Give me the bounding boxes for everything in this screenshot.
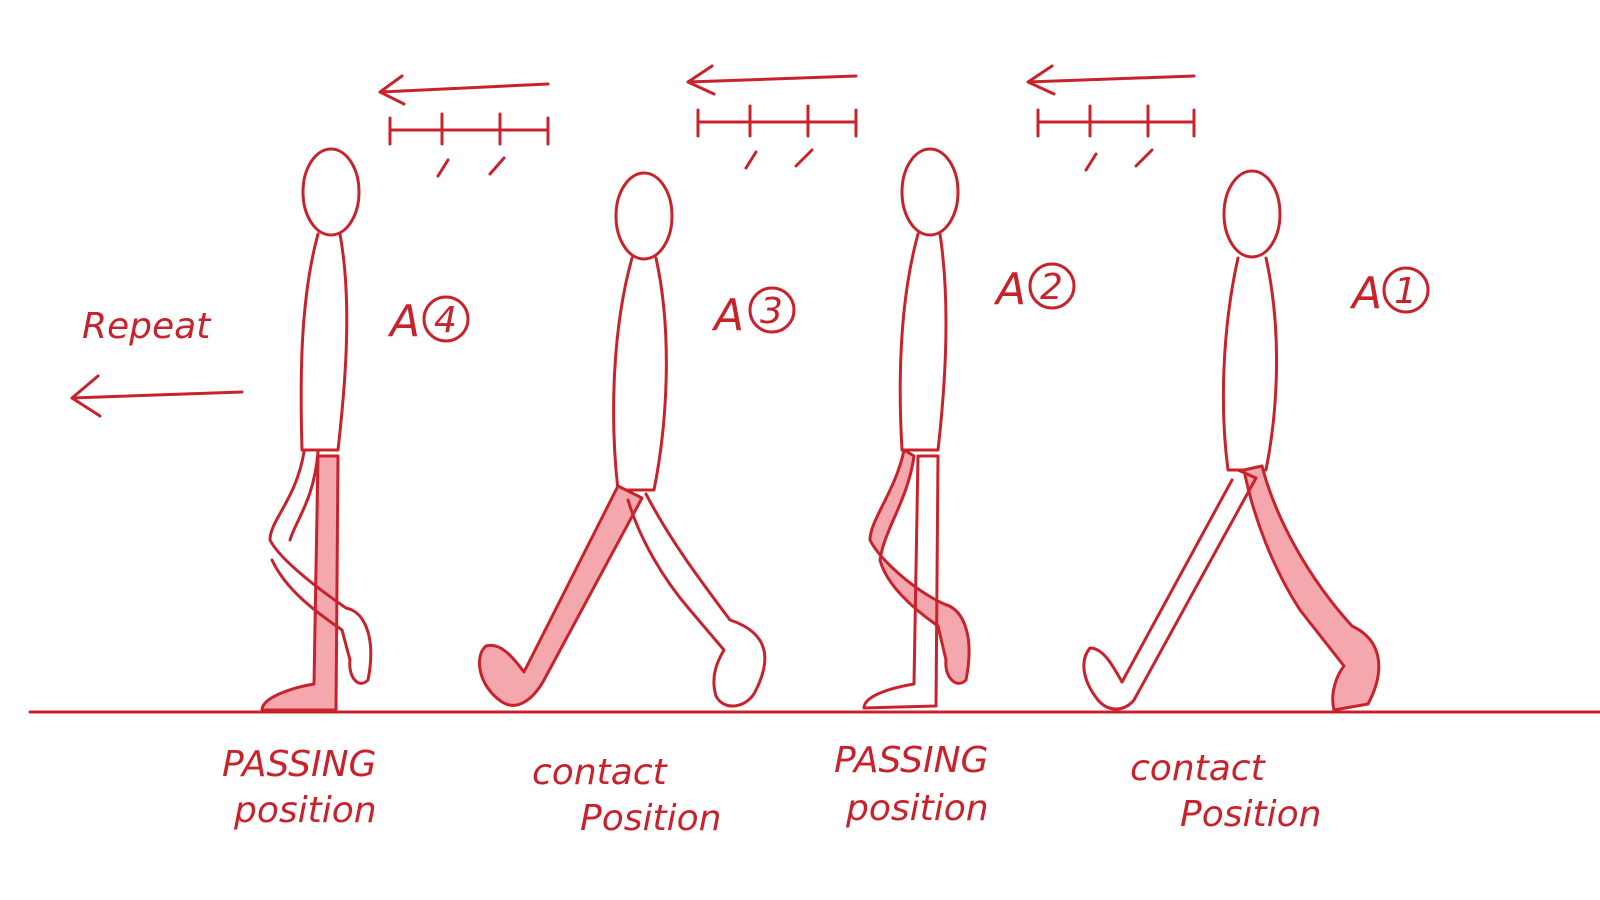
figure-body xyxy=(898,232,948,452)
repeat-arrow-icon xyxy=(70,374,244,418)
tag-letter-a4: A xyxy=(387,296,420,347)
direction-arrow-icon xyxy=(1026,64,1196,96)
caption-a2-line2: position xyxy=(845,788,989,829)
spacing-chart-3 xyxy=(1026,64,1196,172)
spacing-scale xyxy=(388,112,550,146)
figure-back-leg xyxy=(260,454,340,712)
figure-body xyxy=(1221,256,1279,472)
caption-a4-line1: PASSING xyxy=(222,744,376,785)
tag-circle-a1 xyxy=(1382,266,1430,314)
tag-letter-a2: A xyxy=(993,264,1026,315)
figure-a3 xyxy=(477,171,767,708)
figure-a1 xyxy=(1082,169,1381,712)
spacing-tick-marks xyxy=(744,148,814,170)
tag-number-a2: 2 xyxy=(1040,267,1063,308)
tag-circle-a2 xyxy=(1028,262,1076,310)
caption-a4-line2: position xyxy=(233,790,377,831)
tag-number-a4: 4 xyxy=(434,300,457,341)
tag-letter-a3: A xyxy=(711,290,744,341)
figure-front-leg xyxy=(862,454,940,710)
caption-a2-line1: PASSING xyxy=(834,740,988,781)
tag-circle-a3 xyxy=(748,286,796,334)
tag-circle-a4 xyxy=(422,295,470,343)
figure-back-leg xyxy=(1242,464,1381,712)
figure-front-leg xyxy=(1082,468,1258,711)
spacing-tick-marks xyxy=(1084,148,1154,172)
tag-number-a3: 3 xyxy=(760,291,783,332)
figure-a4 xyxy=(260,147,373,712)
caption-a3-line1: contact xyxy=(532,752,669,793)
spacing-tick-marks xyxy=(436,156,506,178)
tag-number-a1: 1 xyxy=(1394,271,1417,312)
direction-arrow-icon xyxy=(378,74,550,106)
tag-letter-a1: A xyxy=(1349,268,1382,319)
figure-head xyxy=(900,147,960,237)
spacing-chart-1 xyxy=(378,74,550,178)
figure-a2 xyxy=(862,147,971,710)
figure-front-leg xyxy=(268,450,373,685)
caption-a1-line1: contact xyxy=(1130,748,1267,789)
figure-body xyxy=(612,256,668,492)
figure-head xyxy=(301,147,361,237)
figure-front-leg xyxy=(626,492,767,708)
direction-arrow-icon xyxy=(686,64,858,96)
figure-head xyxy=(614,171,674,261)
figure-head xyxy=(1222,169,1282,259)
repeat-label: Repeat xyxy=(82,306,212,347)
spacing-chart-2 xyxy=(686,64,858,170)
figure-body xyxy=(299,232,349,452)
figure-back-leg xyxy=(477,484,644,707)
figure-back-leg xyxy=(868,448,971,685)
caption-a1-line2: Position xyxy=(1180,794,1321,835)
spacing-scale xyxy=(1036,104,1196,138)
spacing-scale xyxy=(696,104,858,138)
caption-a3-line2: Position xyxy=(580,798,721,839)
